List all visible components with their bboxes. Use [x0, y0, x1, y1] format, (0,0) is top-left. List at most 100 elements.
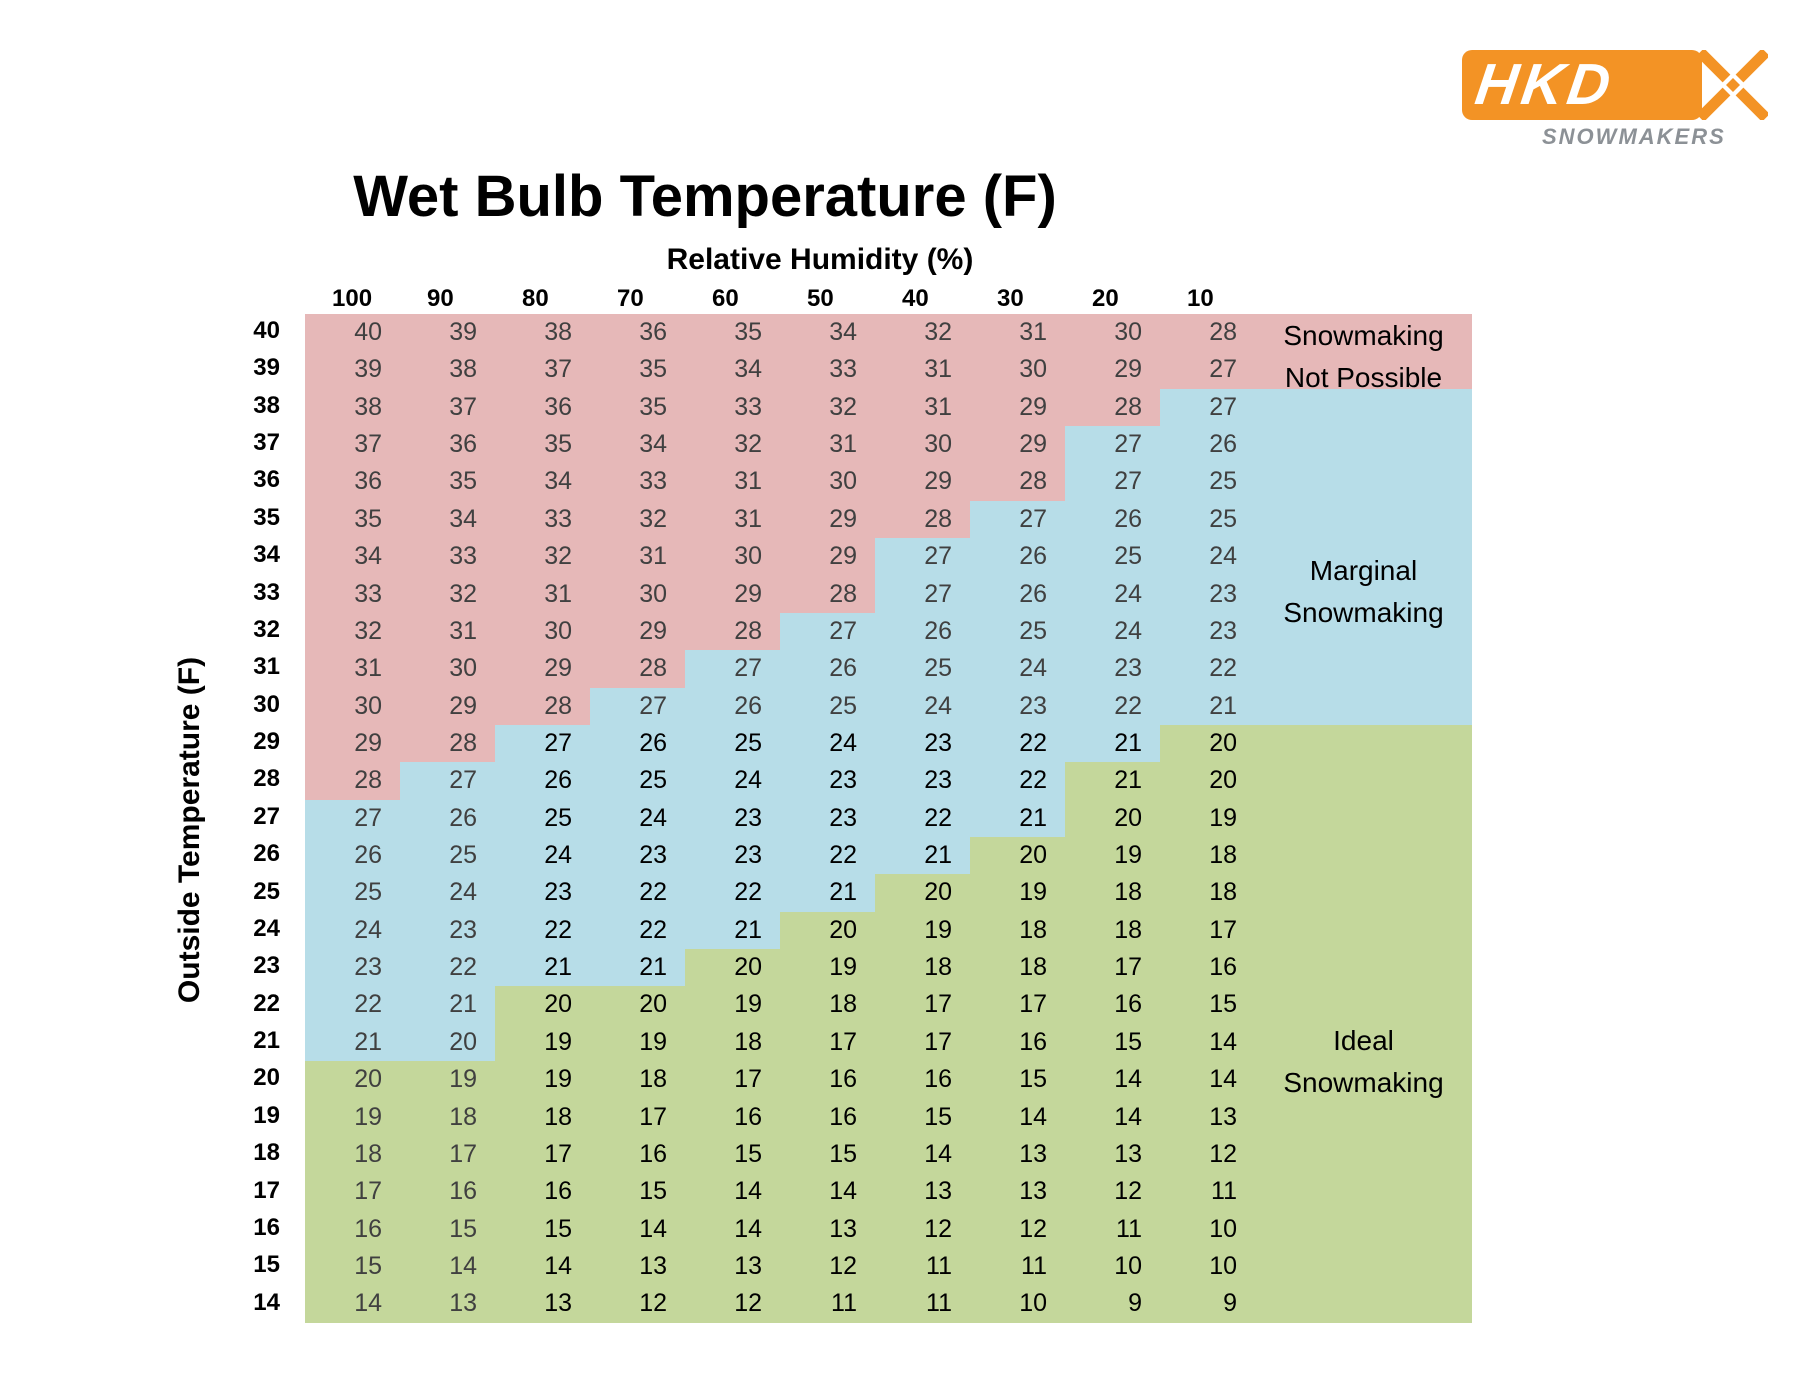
- zone-label-line: Snowmaking: [1283, 320, 1444, 351]
- table-cell: 18: [1065, 911, 1160, 950]
- table-cell: 38: [495, 314, 590, 352]
- column-header: 50: [807, 285, 834, 312]
- table-cell: 21: [875, 837, 970, 875]
- table-cell: 20: [495, 986, 590, 1024]
- table-cell: 28: [970, 463, 1065, 501]
- table-cell: 10: [1160, 1247, 1255, 1286]
- table-cell: 23: [780, 799, 875, 838]
- table-cell: 24: [875, 687, 970, 725]
- table-cell: 28: [305, 762, 400, 800]
- table-cell: 35: [590, 351, 685, 389]
- table-row: 29 28 27 26 25 24 23 22 21 20: [305, 724, 1472, 763]
- row-header: 25: [253, 877, 280, 905]
- table-cell: 32: [685, 426, 780, 464]
- table-cell: 23: [1160, 575, 1255, 613]
- table-cell: 27: [1160, 388, 1255, 427]
- zone-label-not-possible: Snowmaking Not Possible: [1255, 315, 1472, 399]
- table-cell: 31: [970, 314, 1065, 352]
- table-cell: 21: [400, 986, 495, 1024]
- table-row: 30 29 28 27 26 25 24 23 22 21: [305, 687, 1472, 725]
- table-cell: 38: [400, 351, 495, 389]
- table-cell: 18: [495, 1098, 590, 1136]
- table-cell: 21: [685, 911, 780, 950]
- table-cell: 20: [780, 911, 875, 950]
- table-cell: 24: [685, 762, 780, 800]
- table-cell: 31: [685, 500, 780, 539]
- table-cell: 12: [780, 1247, 875, 1286]
- table-cell: 28: [685, 612, 780, 651]
- table-cell: 28: [495, 687, 590, 725]
- table-cell: 31: [305, 650, 400, 688]
- table-cell: 33: [495, 500, 590, 539]
- table-cell: 25: [495, 799, 590, 838]
- table-cell: 21: [1160, 687, 1255, 725]
- table-cell: 17: [1065, 949, 1160, 987]
- table-cell: 32: [305, 612, 400, 651]
- table-cell: 19: [590, 1023, 685, 1062]
- table-cell: 34: [495, 463, 590, 501]
- table-cell: 16: [1160, 949, 1255, 987]
- table-cell: 18: [305, 1135, 400, 1174]
- table-cell: 14: [780, 1173, 875, 1211]
- zone-cell: [1255, 1098, 1472, 1136]
- zone-label-line: Not Possible: [1284, 362, 1443, 393]
- zone-cell: [1255, 538, 1472, 576]
- table-row: 17 16 16 15 14 14 13 13 12 11: [305, 1173, 1472, 1211]
- table-cell: 17: [1160, 911, 1255, 950]
- table-cell: 24: [590, 799, 685, 838]
- table-cell: 17: [970, 986, 1065, 1024]
- table-cell: 29: [970, 426, 1065, 464]
- table-cell: 13: [685, 1247, 780, 1286]
- table-cell: 16: [590, 1135, 685, 1174]
- table-cell: 14: [305, 1285, 400, 1323]
- table-cell: 21: [495, 949, 590, 987]
- table-cell: 29: [400, 687, 495, 725]
- table-cell: 27: [970, 500, 1065, 539]
- table-cell: 15: [970, 1061, 1065, 1099]
- table-cell: 31: [875, 388, 970, 427]
- table-cell: 19: [875, 911, 970, 950]
- table-cell: 19: [305, 1098, 400, 1136]
- table-cell: 24: [305, 911, 400, 950]
- table-cell: 15: [780, 1135, 875, 1174]
- table-cell: 14: [685, 1173, 780, 1211]
- table-cell: 30: [400, 650, 495, 688]
- table-cell: 29: [495, 650, 590, 688]
- table-cell: 25: [590, 762, 685, 800]
- table-cell: 40: [305, 314, 400, 352]
- table-cell: 23: [875, 762, 970, 800]
- table-row: 16 15 15 14 14 13 12 12 11 10: [305, 1210, 1472, 1248]
- table-cell: 32: [495, 538, 590, 576]
- table-cell: 39: [400, 314, 495, 352]
- table-cell: 27: [305, 799, 400, 838]
- table-cell: 32: [780, 388, 875, 427]
- table-cell: 10: [1160, 1210, 1255, 1248]
- column-header: 20: [1092, 285, 1119, 312]
- table-cell: 28: [1065, 388, 1160, 427]
- table-cell: 11: [780, 1285, 875, 1323]
- table-cell: 20: [970, 837, 1065, 875]
- row-header: 29: [253, 728, 280, 756]
- table-cell: 37: [495, 351, 590, 389]
- zone-cell: [1255, 799, 1472, 838]
- table-cell: 24: [780, 724, 875, 763]
- zone-cell: [1255, 949, 1472, 987]
- row-header: 15: [253, 1251, 280, 1279]
- table-cell: 19: [970, 874, 1065, 912]
- table-cell: 35: [400, 463, 495, 501]
- row-header: 33: [253, 578, 280, 606]
- zone-cell: [1255, 837, 1472, 875]
- table-cell: 30: [495, 612, 590, 651]
- row-header: 18: [253, 1139, 280, 1167]
- table-cell: 19: [1160, 799, 1255, 838]
- table-cell: 34: [400, 500, 495, 539]
- table-cell: 11: [875, 1285, 970, 1323]
- table-cell: 22: [1160, 650, 1255, 688]
- table-cell: 15: [1065, 1023, 1160, 1062]
- zone-label-line: Marginal: [1309, 555, 1418, 586]
- table-cell: 23: [400, 911, 495, 950]
- table-cell: 27: [780, 612, 875, 651]
- table-cell: 25: [780, 687, 875, 725]
- table-cell: 29: [305, 724, 400, 763]
- table-cell: 31: [495, 575, 590, 613]
